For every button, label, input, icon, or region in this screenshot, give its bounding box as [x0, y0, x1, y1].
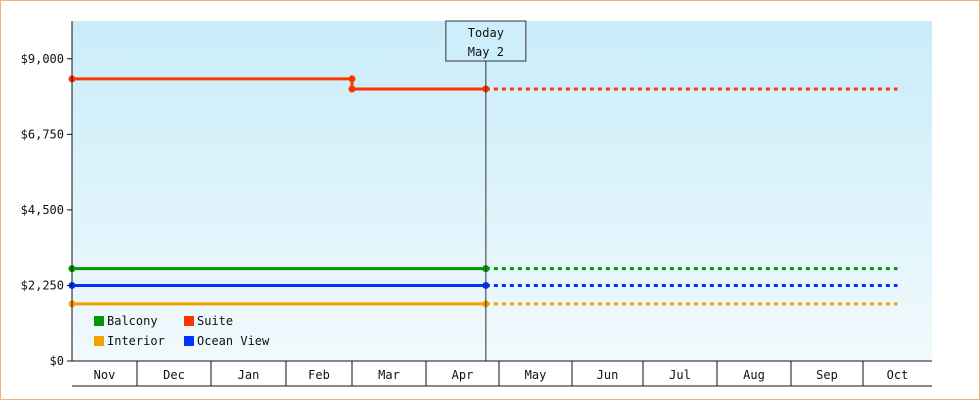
x-tick-label: Mar	[378, 368, 400, 382]
today-marker: Today May 2	[445, 20, 527, 361]
today-label: Today	[468, 26, 504, 40]
series-point	[348, 85, 356, 93]
today-box	[445, 20, 527, 62]
x-tick-label: Nov	[94, 368, 116, 382]
axes	[71, 21, 932, 387]
legend-item-balcony: Balcony	[94, 314, 158, 328]
x-tick-label: Feb	[308, 368, 330, 382]
y-tick-label: $4,500	[21, 203, 64, 217]
legend-swatch	[184, 336, 194, 346]
legend-label: Ocean View	[197, 334, 270, 348]
legend-item-ocean-view: Ocean View	[184, 334, 270, 348]
x-tick-label: Jun	[597, 368, 619, 382]
y-tick-label: $2,250	[21, 278, 64, 292]
x-tick-label: Apr	[452, 368, 474, 382]
legend-item-interior: Interior	[94, 334, 165, 348]
legend-swatch	[94, 336, 104, 346]
legend-item-suite: Suite	[184, 314, 233, 328]
today-date: May 2	[468, 45, 504, 59]
legend-swatch	[184, 316, 194, 326]
legend-swatch	[94, 316, 104, 326]
legend-label: Balcony	[107, 314, 158, 328]
y-ticks: $0 $2,250 $4,500 $6,750 $9,000	[21, 52, 72, 368]
legend: Balcony Suite Interior Ocean View	[94, 314, 270, 348]
x-tick-label: May	[525, 368, 547, 382]
y-tick-label: $0	[50, 354, 64, 368]
y-tick-label: $6,750	[21, 127, 64, 141]
x-ticks: Nov Dec Jan Feb Mar Apr May Jun Jul Aug Sep Oct	[94, 361, 909, 386]
y-tick-label: $9,000	[21, 52, 64, 66]
x-tick-label: Aug	[743, 368, 765, 382]
legend-label: Interior	[107, 334, 165, 348]
x-tick-label: Jul	[669, 368, 691, 382]
series-line	[72, 77, 486, 91]
plot-background	[72, 21, 932, 361]
legend-label: Suite	[197, 314, 233, 328]
x-tick-label: Sep	[816, 368, 838, 382]
x-tick-label: Dec	[163, 368, 185, 382]
x-tick-label: Oct	[887, 368, 909, 382]
series-point	[348, 75, 356, 83]
series-layer	[68, 75, 898, 308]
x-tick-label: Jan	[238, 368, 260, 382]
